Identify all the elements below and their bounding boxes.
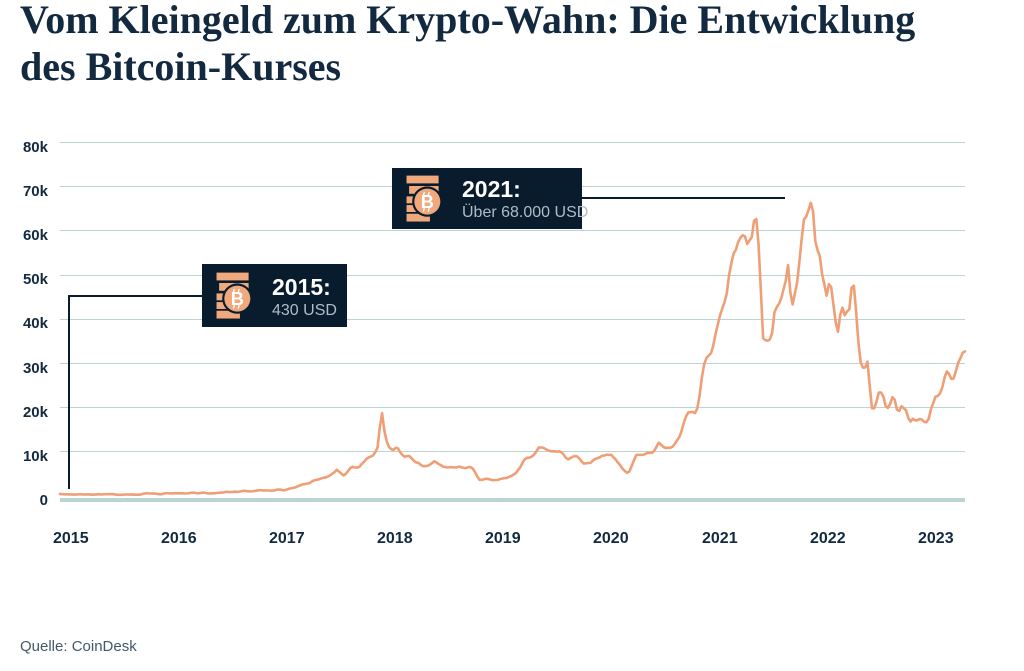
svg-text:B: B [421, 192, 434, 212]
svg-text:B: B [231, 289, 244, 309]
